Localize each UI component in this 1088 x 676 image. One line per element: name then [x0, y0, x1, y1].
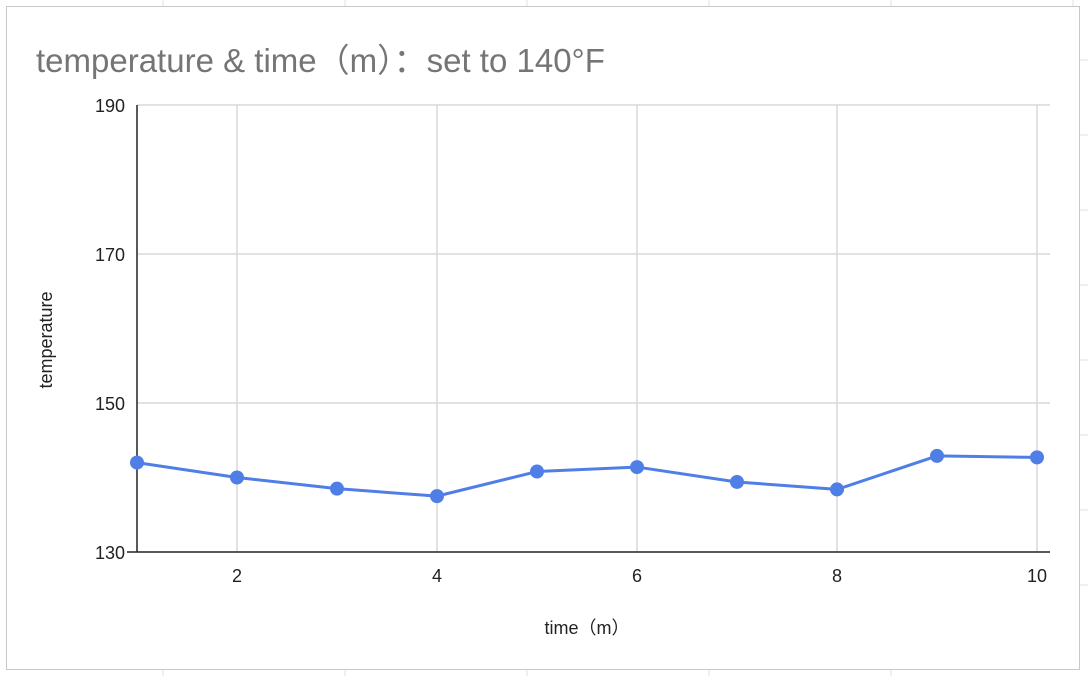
data-point	[930, 448, 944, 463]
y-tick-label: 130	[95, 543, 125, 563]
y-tick-label: 150	[95, 394, 125, 414]
y-tick-label: 170	[95, 245, 125, 265]
x-axis-title: time（m）	[545, 618, 630, 638]
data-point	[530, 464, 544, 479]
y-tick-label: 190	[95, 96, 125, 116]
data-point	[430, 489, 444, 504]
x-tick-label: 10	[1027, 566, 1047, 586]
series-line	[136, 454, 1038, 498]
gridlines	[137, 104, 1050, 552]
data-point	[1030, 450, 1044, 465]
x-tick-label: 8	[832, 566, 842, 586]
data-point	[730, 474, 744, 489]
chart-container[interactable]	[6, 6, 1080, 670]
x-tick-label: 4	[432, 566, 442, 586]
data-point	[630, 460, 644, 475]
data-point	[230, 470, 244, 485]
axes	[127, 105, 1050, 553]
data-point	[130, 455, 144, 470]
data-point	[330, 481, 344, 496]
data-point	[830, 482, 844, 497]
series-layer	[130, 448, 1044, 504]
y-axis-title: temperature	[36, 291, 56, 388]
chart-title: temperature & time（m）：set to 140°F	[36, 42, 605, 79]
tick-labels: 130 150 170 190 2 4 6 8 10	[95, 96, 1047, 586]
x-tick-label: 6	[632, 566, 642, 586]
x-tick-label: 2	[232, 566, 242, 586]
